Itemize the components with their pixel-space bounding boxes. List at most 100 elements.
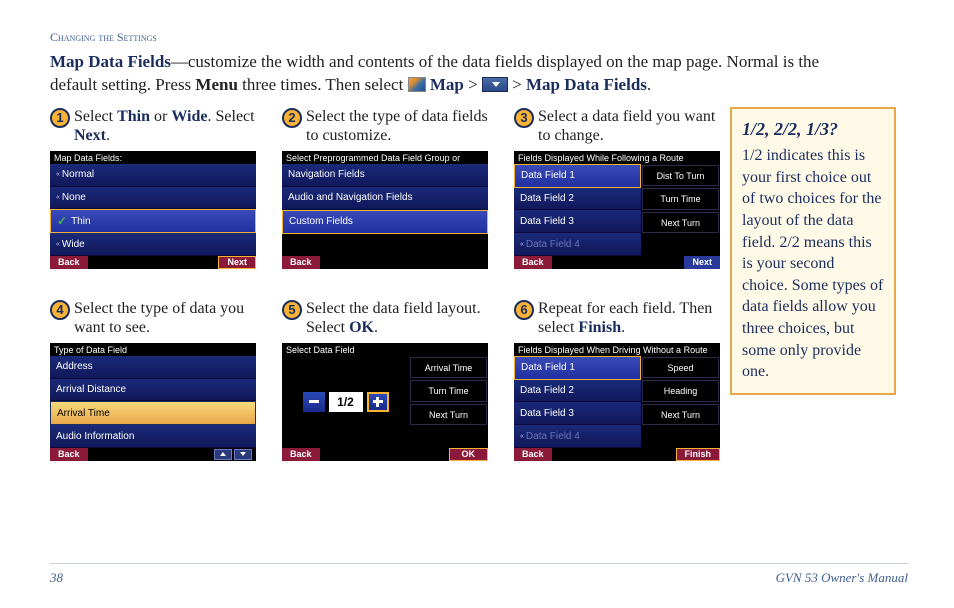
minus-icon — [309, 400, 319, 403]
scroll-up-button[interactable] — [214, 449, 232, 460]
marker: « — [56, 241, 60, 248]
value-cell: Next Turn — [410, 404, 487, 426]
list-row[interactable]: «Wide — [50, 233, 256, 256]
list-row[interactable]: Audio and Navigation Fields — [282, 187, 488, 210]
intro-text: > — [508, 75, 526, 94]
value-cell: Turn Time — [642, 188, 719, 210]
section-header: Changing the Settings — [50, 30, 908, 45]
field-row[interactable]: Data Field 3 — [514, 210, 641, 233]
step-number: 6 — [514, 300, 534, 320]
page-footer: 38 GVN 53 Owner's Manual — [50, 563, 908, 586]
row-label: None — [62, 192, 86, 203]
screen-title: Type of Data Field — [50, 343, 256, 356]
plus-button[interactable] — [367, 392, 389, 412]
list-row[interactable]: Navigation Fields — [282, 164, 488, 187]
screen-title: Fields Displayed While Following a Route — [514, 151, 720, 164]
value-cell: Heading — [642, 380, 719, 402]
manual-title: GVN 53 Owner's Manual — [776, 570, 908, 586]
step-caption: Select the type of data fields to custom… — [306, 107, 488, 145]
list-row[interactable]: Audio Information — [50, 425, 256, 448]
triangle-down-icon — [240, 452, 246, 456]
sidebar-body: 1/2 indicates this is your first choice … — [742, 145, 884, 383]
step-caption: Select the type of data you want to see. — [74, 299, 256, 337]
list-row[interactable]: Address — [50, 356, 256, 379]
back-button[interactable]: Back — [282, 256, 320, 269]
list-row-highlight[interactable]: Arrival Time — [50, 401, 256, 425]
step-caption: Select a data field you want to change. — [538, 107, 720, 145]
step-number: 5 — [282, 300, 302, 320]
dropdown-icon — [482, 77, 508, 92]
step-6: 6 Repeat for each field. Then select Fin… — [514, 299, 720, 461]
value-cell-blank — [410, 427, 487, 447]
step-number: 4 — [50, 300, 70, 320]
check-icon: ✓ — [57, 214, 67, 228]
back-button[interactable]: Back — [514, 448, 552, 461]
field-row-dim[interactable]: «Data Field 4 — [514, 233, 641, 256]
plus-icon — [373, 397, 383, 407]
list-row[interactable]: «Normal — [50, 164, 256, 187]
intro-paragraph: Map Data Fields —customize the width and … — [50, 51, 908, 97]
next-button[interactable]: Next — [218, 256, 256, 269]
back-button[interactable]: Back — [514, 256, 552, 269]
field-row-selected[interactable]: Data Field 1 — [514, 164, 641, 188]
step-number: 1 — [50, 108, 70, 128]
step-3: 3 Select a data field you want to change… — [514, 107, 720, 269]
layout-counter: 1/2 — [303, 392, 389, 412]
step-4: 4 Select the type of data you want to se… — [50, 299, 256, 461]
steps-grid: 1 Select Thin or Wide. Select Next. Map … — [50, 107, 720, 461]
caption-bold: Thin — [117, 108, 150, 125]
caption-text: . — [621, 319, 625, 336]
intro-text: three times. Then select — [238, 75, 408, 94]
caption-text: Select — [74, 108, 117, 125]
value-cell: Arrival Time — [410, 357, 487, 379]
screen-1: Map Data Fields: «Normal «None ✓Thin «Wi… — [50, 151, 256, 269]
list-row[interactable]: «None — [50, 187, 256, 210]
map-icon — [408, 77, 426, 92]
marker: « — [520, 433, 524, 440]
page-number: 38 — [50, 570, 63, 586]
value-cell-blank — [642, 235, 719, 255]
field-row-selected[interactable]: Data Field 1 — [514, 356, 641, 380]
value-cell: Dist To Turn — [642, 165, 719, 187]
row-label: Normal — [62, 169, 94, 180]
caption-bold: Finish — [578, 319, 621, 336]
value-cell-blank — [642, 427, 719, 447]
step-2: 2 Select the type of data fields to cust… — [282, 107, 488, 269]
minus-button[interactable] — [303, 392, 325, 412]
step-1: 1 Select Thin or Wide. Select Next. Map … — [50, 107, 256, 269]
marker: « — [56, 171, 60, 178]
screen-5: Select Data Field 1/2 Arrival Time Turn … — [282, 343, 488, 461]
sidebar-note: 1/2, 2/2, 1/3? 1/2 indicates this is you… — [730, 107, 896, 395]
back-button[interactable]: Back — [50, 448, 88, 461]
scroll-down-button[interactable] — [234, 449, 252, 460]
field-row[interactable]: Data Field 2 — [514, 380, 641, 403]
field-row[interactable]: Data Field 2 — [514, 188, 641, 211]
intro-text: —customize the width and contents of the… — [171, 52, 819, 71]
marker: « — [56, 194, 60, 201]
row-label: Data Field 4 — [526, 431, 580, 442]
step-number: 3 — [514, 108, 534, 128]
back-button[interactable]: Back — [282, 448, 320, 461]
list-row[interactable]: Arrival Distance — [50, 379, 256, 402]
caption-bold: Next — [74, 127, 106, 144]
row-label: Thin — [71, 216, 90, 227]
next-button[interactable]: Next — [684, 256, 720, 269]
ok-button[interactable]: OK — [449, 448, 489, 461]
caption-text: . — [374, 319, 378, 336]
caption-text: . Select — [208, 108, 255, 125]
screen-title: Map Data Fields: — [50, 151, 256, 164]
step-number: 2 — [282, 108, 302, 128]
triangle-up-icon — [220, 452, 226, 456]
field-row-dim[interactable]: «Data Field 4 — [514, 425, 641, 448]
row-label: Data Field 4 — [526, 239, 580, 250]
sidebar-title: 1/2, 2/2, 1/3? — [742, 117, 884, 141]
back-button[interactable]: Back — [50, 256, 88, 269]
finish-button[interactable]: Finish — [676, 448, 721, 461]
row-label: Wide — [62, 239, 85, 250]
caption-bold: OK — [349, 319, 374, 336]
list-row-selected[interactable]: ✓ Thin — [50, 209, 256, 233]
intro-text: default setting. Press — [50, 75, 195, 94]
mdf-label: Map Data Fields — [526, 75, 647, 94]
list-row-selected[interactable]: Custom Fields — [282, 210, 488, 234]
field-row[interactable]: Data Field 3 — [514, 402, 641, 425]
